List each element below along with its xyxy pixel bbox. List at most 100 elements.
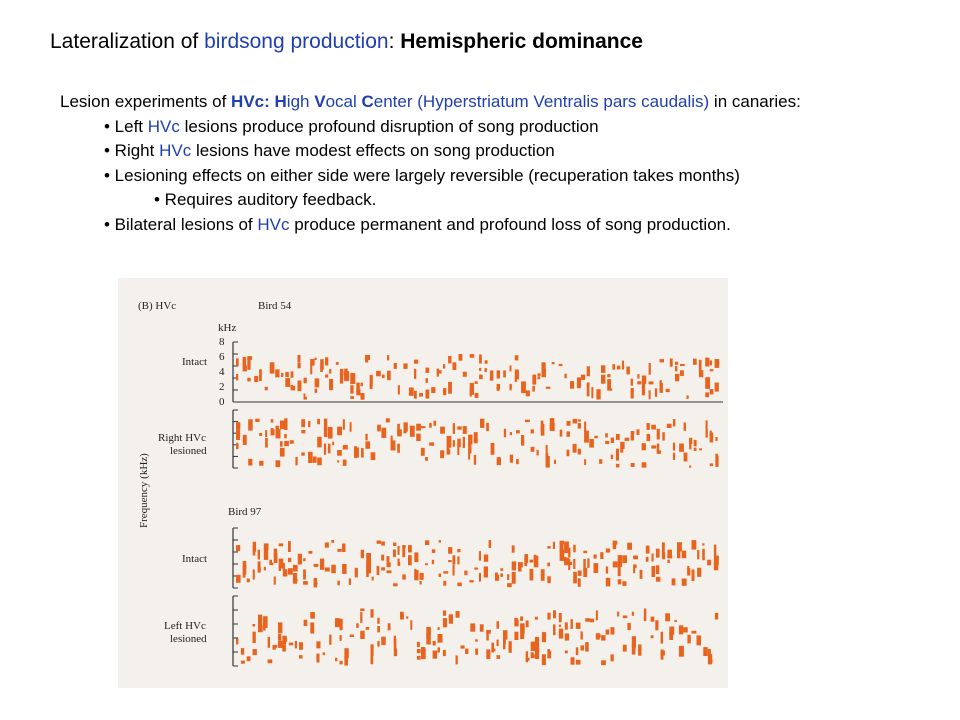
spectrogram-row-bird97-left-lesioned-mark xyxy=(564,633,569,641)
spectrogram-row-bird97-left-lesioned-mark xyxy=(349,634,354,637)
spectrogram-row-bird97-left-lesioned-mark xyxy=(631,611,634,616)
spectrogram-row-bird97-left-lesioned-mark xyxy=(263,616,268,628)
spectrogram-row-bird54-intact-mark xyxy=(630,388,634,399)
spectrogram-row-bird54-right-lesioned-mark xyxy=(672,419,676,427)
spectrogram-row-bird97-intact-mark xyxy=(633,566,636,574)
spectrogram-row-bird97-left-lesioned-mark xyxy=(479,624,484,632)
spectrogram-row-bird54-right-lesioned-mark xyxy=(605,440,610,445)
spectrogram-row-bird54-right-lesioned-mark xyxy=(327,427,333,439)
spectrogram-row-bird97-left-lesioned-mark xyxy=(683,627,688,633)
spectrogram-row-bird97-intact-mark xyxy=(408,555,412,566)
spectrogram-row-bird97-left-lesioned-mark xyxy=(631,636,636,648)
spectrogram-row-bird97-left-lesioned-mark xyxy=(258,625,263,633)
spectrogram-row-bird97-left-lesioned-mark xyxy=(678,625,684,635)
spectrogram-row-bird54-right-lesioned-mark xyxy=(323,443,327,455)
spectrogram-row-bird54-intact-mark xyxy=(586,366,590,377)
bullet-right-lesion: • Right HVc lesions have modest effects … xyxy=(60,139,920,164)
spectrogram-row-bird54-right-lesioned-mark xyxy=(236,429,241,440)
spectrogram-row-bird54-intact-mark xyxy=(310,363,313,375)
spectrogram-row-bird54-right-lesioned-mark xyxy=(440,450,445,459)
spectrogram-row-bird54-right-lesioned-mark xyxy=(554,459,556,464)
spectrogram-row-bird54-intact-mark xyxy=(607,379,611,389)
spectrogram-row-bird97-left-lesioned-mark xyxy=(714,612,719,620)
spectrogram-row-bird54-intact-mark xyxy=(537,376,541,380)
spectrogram-row-bird54-right-lesioned-mark xyxy=(624,437,630,441)
spectrogram-row-bird97-intact-mark xyxy=(593,554,597,559)
spectrogram-row-bird54-intact-mark xyxy=(425,367,430,373)
intro-enter: enter xyxy=(373,92,418,111)
spectrogram-row-bird54-intact-mark xyxy=(637,381,642,385)
spectrogram-row-bird54-intact-mark xyxy=(496,370,500,379)
spectrogram-row-bird54-right-lesioned-mark xyxy=(584,430,589,443)
spectrogram-row-bird54-right-lesioned-mark xyxy=(301,452,305,456)
spectrogram-row-bird97-intact-mark xyxy=(564,541,569,554)
spectrogram-row-bird54-right-lesioned-mark xyxy=(490,442,495,455)
spectrogram-row-bird97-left-lesioned-mark xyxy=(416,649,421,654)
spectrogram-row-bird97-intact-mark xyxy=(313,577,318,588)
spectrogram-row-bird54-intact-mark xyxy=(360,382,363,387)
bullet-0-pre: • Left xyxy=(104,116,148,136)
spectrogram-row-bird54-intact-mark xyxy=(541,368,546,378)
spectrogram-row-bird97-intact-mark xyxy=(559,542,564,553)
spectrogram-row-bird54-right-lesioned-mark xyxy=(715,455,719,467)
intro-text-4: in canaries: xyxy=(709,92,801,111)
spectrogram-row-bird54-intact-mark xyxy=(630,378,633,386)
spectrogram-row-bird97-left-lesioned-mark xyxy=(520,623,525,634)
spectrogram-row-bird54-intact-mark xyxy=(521,381,526,394)
spectrogram-row-bird97-left-lesioned-mark xyxy=(360,630,365,639)
spectrogram-row-bird54-right-lesioned-mark xyxy=(615,463,620,468)
spectrogram-row-bird54-right-lesioned-mark xyxy=(429,422,432,428)
spectrogram-row-bird97-intact-mark xyxy=(622,581,627,586)
spectrogram-row-bird97-intact-mark xyxy=(651,566,656,577)
spectrogram-row-bird54-right-lesioned-mark xyxy=(549,418,555,429)
spectrogram-row-bird97-intact-mark xyxy=(500,568,504,571)
spectrogram-row-bird54-intact-mark xyxy=(698,370,704,378)
spectrogram-row-bird97-left-lesioned-mark xyxy=(650,635,654,639)
spectrogram-row-bird54-right-lesioned-mark xyxy=(656,450,661,454)
spectrogram-row-bird97-left-lesioned-mark xyxy=(491,642,494,653)
spectrogram-row-bird54-intact-mark xyxy=(601,365,606,373)
spectrogram-row-bird97-intact-mark xyxy=(419,581,422,585)
spectrogram-row-bird54-right-lesioned-mark xyxy=(630,433,634,441)
spectrogram-row-bird97-intact-mark xyxy=(478,551,481,561)
spectrogram-row-bird54-right-lesioned-mark xyxy=(715,437,718,441)
spectrogram-row-bird54-right-lesioned-mark xyxy=(679,443,684,452)
spectrogram-row-bird54-right-lesioned-mark xyxy=(342,459,347,466)
spectrogram-row-bird54-right-lesioned-mark xyxy=(390,435,393,448)
spectrogram-row-bird54-intact-mark xyxy=(303,377,307,384)
spectrogram-row-bird54-intact-mark xyxy=(397,385,400,395)
spectrogram-row-bird54-right-lesioned-mark xyxy=(572,443,577,453)
spectrogram-row-bird54-intact-mark xyxy=(264,386,268,391)
spectrogram-row-bird54-intact-mark xyxy=(679,364,685,366)
spectrogram-row-bird97-intact-mark xyxy=(547,562,550,567)
spectrogram-row-bird97-intact-mark xyxy=(655,576,661,582)
spectrogram-row-bird97-intact-mark xyxy=(319,558,325,570)
spectrogram-row-bird97-intact-mark xyxy=(617,555,623,567)
spectrogram-row-bird54-right-lesioned-mark xyxy=(377,424,381,432)
spectrogram-row-bird97-intact-mark xyxy=(495,572,498,576)
tick-4: 4 xyxy=(219,366,225,378)
spectrogram-row-bird97-intact-mark xyxy=(331,540,335,543)
spectrogram-row-bird97-intact-mark xyxy=(583,559,586,571)
spectrogram-row-bird54-intact-mark xyxy=(509,365,512,372)
spectrogram-row-bird54-intact-mark xyxy=(356,388,361,396)
spectrogram-row-bird54-intact-mark xyxy=(285,371,289,378)
bullet-bilateral-lesion: • Bilateral lesions of HVc produce perma… xyxy=(60,213,920,238)
spectrogram-row-bird54-right-lesioned-mark xyxy=(672,442,675,451)
spectrogram-row-bird97-left-lesioned-mark xyxy=(514,631,519,640)
spectrogram-row-bird54-intact-mark xyxy=(714,382,719,392)
spectrogram-row-bird97-left-lesioned-mark xyxy=(299,655,303,659)
spectrogram-row-bird97-left-lesioned-mark xyxy=(258,614,263,627)
spectrogram-row-bird97-left-lesioned-mark xyxy=(691,630,697,634)
spectrogram-row-bird54-intact-mark xyxy=(576,377,581,389)
bird-97-label: Bird 97 xyxy=(228,506,262,518)
spectrogram-row-bird54-intact-mark xyxy=(329,378,333,391)
intro-v: V xyxy=(314,92,326,111)
row-2-label-a: Right HVc xyxy=(158,432,206,444)
spectrogram-row-bird54-right-lesioned-mark xyxy=(620,449,624,453)
spectrogram-row-bird54-right-lesioned-mark xyxy=(323,418,328,431)
spectrogram-row-bird97-left-lesioned-mark xyxy=(370,644,374,657)
spectrogram-row-bird97-intact-mark xyxy=(495,574,500,581)
spectrogram-row-bird54-right-lesioned-mark xyxy=(403,423,407,434)
spectrogram-row-bird54-intact-mark xyxy=(335,362,339,365)
